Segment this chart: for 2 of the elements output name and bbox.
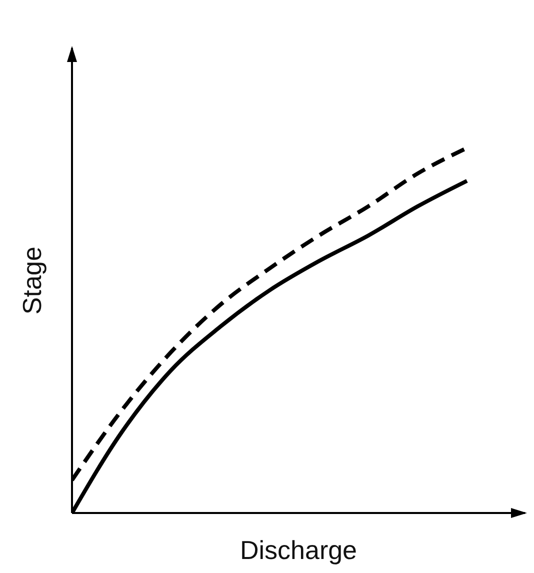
y-axis-title: Stage — [17, 246, 48, 314]
x-axis-title: Discharge — [240, 535, 358, 565]
